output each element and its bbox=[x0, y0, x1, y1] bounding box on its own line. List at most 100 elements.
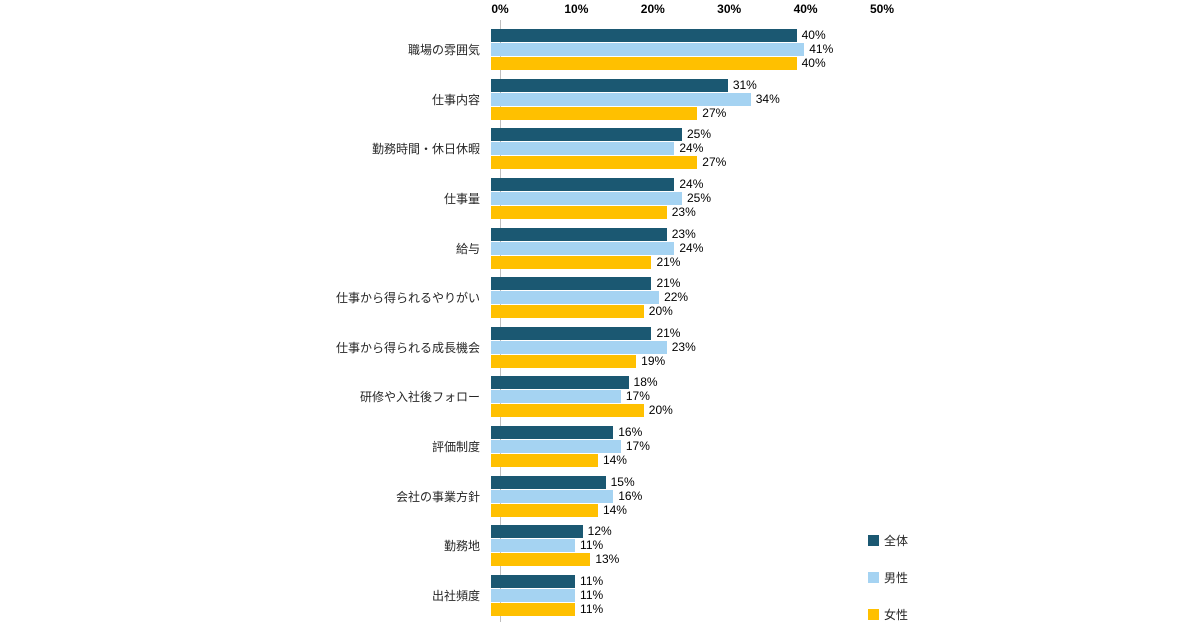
value-label: 25% bbox=[687, 127, 712, 142]
bar-row: 11% bbox=[491, 587, 1191, 602]
value-label: 40% bbox=[801, 56, 826, 71]
chart-group: 仕事から得られるやりがい 21% 22% 20% bbox=[0, 273, 1200, 323]
bar-group: 40% 41% 40% bbox=[490, 28, 1191, 71]
bar-row: 16% bbox=[491, 488, 1191, 503]
bar-男性 bbox=[491, 489, 614, 503]
y-axis-line bbox=[500, 20, 501, 622]
value-label: 15% bbox=[610, 474, 635, 489]
category-label: 給与 bbox=[455, 241, 480, 256]
category-label: 出社頻度 bbox=[431, 588, 480, 603]
value-label: 16% bbox=[618, 425, 643, 440]
bar-group: 21% 23% 19% bbox=[490, 325, 1191, 368]
value-label: 24% bbox=[679, 240, 704, 255]
value-label: 17% bbox=[625, 439, 650, 454]
value-label: 20% bbox=[648, 403, 673, 418]
bar-row: 11% bbox=[491, 601, 1191, 616]
bar-男性 bbox=[491, 390, 621, 404]
category-label: 評価制度 bbox=[431, 440, 480, 455]
bar-row: 25% bbox=[491, 192, 1191, 206]
bar-全体 bbox=[491, 178, 675, 192]
bar-group: 31% 34% 27% bbox=[490, 77, 1191, 120]
legend-item-男性: 男性 bbox=[868, 571, 909, 585]
value-label: 11% bbox=[580, 573, 604, 588]
value-label: 13% bbox=[595, 552, 620, 567]
bar-男性 bbox=[491, 241, 675, 255]
bar-group: 18% 17% 20% bbox=[490, 376, 1191, 418]
legend-label: 女性 bbox=[884, 608, 909, 622]
bar-row: 23% bbox=[491, 227, 1191, 241]
value-label: 21% bbox=[656, 254, 681, 269]
bar-row: 21% bbox=[491, 276, 1191, 291]
value-label: 17% bbox=[625, 389, 650, 404]
bar-女性 bbox=[491, 57, 797, 71]
bar-row: 14% bbox=[491, 454, 1191, 468]
bar-男性 bbox=[491, 340, 667, 354]
chart-group: 職場の雰囲気 40% 41% 40% bbox=[0, 25, 1200, 75]
bar-row: 20% bbox=[491, 304, 1191, 319]
bar-row: 24% bbox=[491, 178, 1191, 192]
bar-男性 bbox=[491, 142, 675, 156]
bar-女性 bbox=[491, 156, 698, 170]
bar-row: 11% bbox=[491, 539, 1191, 553]
bar-row: 27% bbox=[491, 105, 1191, 120]
category-label: 勤務時間・休日休暇 bbox=[371, 142, 480, 157]
x-axis-tick-label: 40% bbox=[793, 2, 818, 16]
bar-全体 bbox=[491, 227, 667, 241]
chart-group: 会社の事業方針 15% 16% 14% bbox=[0, 471, 1200, 521]
bar-女性 bbox=[491, 305, 644, 319]
bar-女性 bbox=[491, 454, 598, 468]
bar-group: 25% 24% 27% bbox=[490, 127, 1191, 170]
value-label: 11% bbox=[580, 601, 604, 616]
bar-row: 40% bbox=[491, 28, 1191, 43]
x-axis: 0% 10% 20% 30% 40% 50% bbox=[0, 2, 1200, 18]
value-label: 27% bbox=[702, 105, 727, 120]
bar-女性 bbox=[491, 404, 644, 418]
bar-row: 24% bbox=[491, 240, 1191, 255]
bar-row: 25% bbox=[491, 127, 1191, 142]
bar-group: 15% 16% 14% bbox=[490, 474, 1191, 517]
value-label: 34% bbox=[755, 91, 780, 106]
bar-row: 24% bbox=[491, 141, 1191, 156]
bar-女性 bbox=[491, 255, 652, 269]
category-label: 仕事内容 bbox=[431, 92, 480, 107]
bar-row: 17% bbox=[491, 439, 1191, 454]
value-label: 20% bbox=[648, 304, 673, 319]
x-axis-tick-label: 0% bbox=[491, 2, 509, 16]
value-label: 41% bbox=[809, 42, 834, 57]
bar-group: 24% 25% 23% bbox=[490, 178, 1191, 220]
category-label: 職場の雰囲気 bbox=[407, 43, 480, 58]
bar-group: 23% 24% 21% bbox=[490, 227, 1191, 269]
x-axis-tick-label: 20% bbox=[640, 2, 665, 16]
value-label: 24% bbox=[679, 141, 704, 156]
category-label: 仕事から得られるやりがい bbox=[335, 291, 480, 306]
value-label: 23% bbox=[671, 339, 696, 354]
legend-label: 男性 bbox=[884, 571, 909, 585]
value-label: 21% bbox=[656, 325, 681, 340]
value-label: 21% bbox=[656, 276, 681, 291]
x-axis-tick-label: 10% bbox=[564, 2, 589, 16]
bar-全体 bbox=[491, 29, 797, 43]
value-label: 16% bbox=[618, 488, 643, 503]
bar-女性 bbox=[491, 206, 667, 220]
value-label: 23% bbox=[671, 205, 696, 220]
category-label: 仕事から得られる成長機会 bbox=[335, 340, 480, 355]
legend: 全体 男性 女性 bbox=[868, 534, 908, 630]
bar-row: 34% bbox=[491, 91, 1191, 106]
bar-row: 41% bbox=[491, 42, 1191, 57]
bar-全体 bbox=[491, 128, 682, 142]
value-label: 27% bbox=[702, 155, 727, 170]
value-label: 19% bbox=[641, 353, 666, 368]
bar-男性 bbox=[491, 43, 805, 57]
value-label: 12% bbox=[587, 524, 612, 539]
value-label: 11% bbox=[580, 587, 604, 602]
bar-女性 bbox=[491, 106, 698, 120]
bar-group: 21% 22% 20% bbox=[490, 276, 1191, 319]
bar-row: 17% bbox=[491, 389, 1191, 404]
category-label: 勤務地 bbox=[443, 539, 480, 554]
value-label: 31% bbox=[732, 77, 757, 92]
category-label: 仕事量 bbox=[443, 192, 480, 207]
chart-group: 研修や入社後フォロー 18% 17% 20% bbox=[0, 372, 1200, 422]
bar-row: 18% bbox=[491, 376, 1191, 390]
value-label: 40% bbox=[801, 28, 826, 43]
